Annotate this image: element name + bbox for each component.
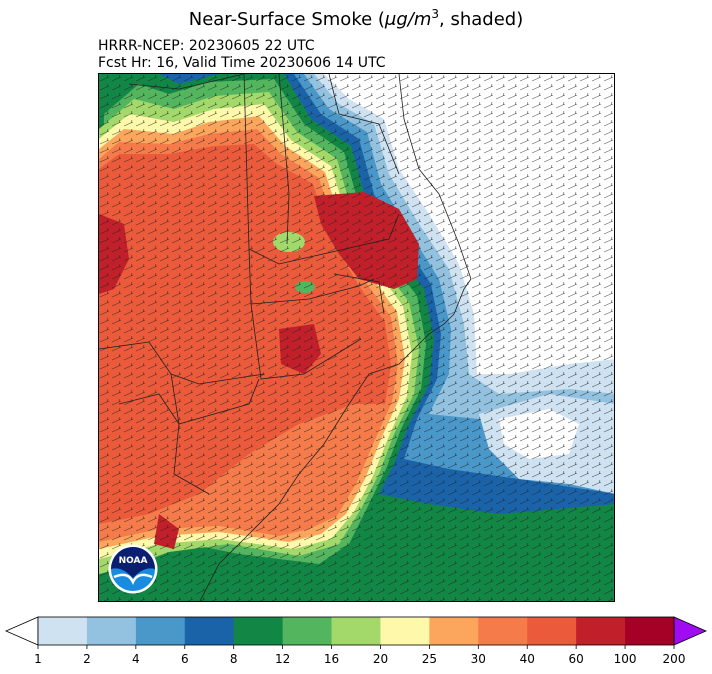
colorbar-segment xyxy=(429,617,479,645)
colorbar-segment xyxy=(625,617,675,645)
colorbar-segment xyxy=(331,617,381,645)
forecast-time-label: Fcst Hr: 16, Valid Time 20230606 14 UTC xyxy=(98,55,386,71)
colorbar-tick-label: 6 xyxy=(180,652,189,666)
colorbar-over-arrow xyxy=(673,616,707,646)
noaa-logo-icon: NOAA xyxy=(108,544,158,594)
colorbar-tick-label: 4 xyxy=(132,652,140,666)
colorbar-segment xyxy=(86,617,137,645)
colorbar xyxy=(5,616,707,649)
colorbar-tick-label: 25 xyxy=(421,652,438,666)
smoke-field xyxy=(99,74,614,601)
colorbar-segment xyxy=(38,617,88,645)
noaa-logo-text: NOAA xyxy=(119,556,148,566)
colorbar-tick-label: 1 xyxy=(34,652,42,666)
colorbar-tick-label: 2 xyxy=(83,652,91,666)
colorbar-segment xyxy=(478,617,528,645)
chart-title: Near-Surface Smoke (μg/m3, shaded) xyxy=(188,7,524,30)
colorbar-tick-label: 40 xyxy=(519,652,535,666)
wind-barbs xyxy=(99,74,614,601)
model-run-label: HRRR-NCEP: 20230605 22 UTC xyxy=(98,38,315,54)
colorbar-tick-label: 8 xyxy=(229,652,238,666)
colorbar-frame xyxy=(37,616,675,646)
colorbar-tick-label: 12 xyxy=(274,652,291,666)
colorbar-segment xyxy=(576,617,626,645)
colorbar-tick-label: 20 xyxy=(372,652,389,666)
colorbar-tick-label: 60 xyxy=(568,652,584,666)
colorbar-under-arrow xyxy=(5,616,39,646)
colorbar-tick-label: 100 xyxy=(613,652,637,666)
colorbar-segment xyxy=(380,617,430,645)
colorbar-tick-label: 16 xyxy=(323,652,340,666)
colorbar-tick-label: 30 xyxy=(470,652,486,666)
colorbar-segment xyxy=(184,617,235,645)
smoke-map[interactable] xyxy=(98,73,615,602)
colorbar-segment xyxy=(527,617,577,645)
colorbar-tick-label: 200 xyxy=(662,652,686,666)
colorbar-segment xyxy=(282,617,333,645)
colorbar-segment xyxy=(233,617,284,645)
colorbar-segment xyxy=(135,617,186,645)
